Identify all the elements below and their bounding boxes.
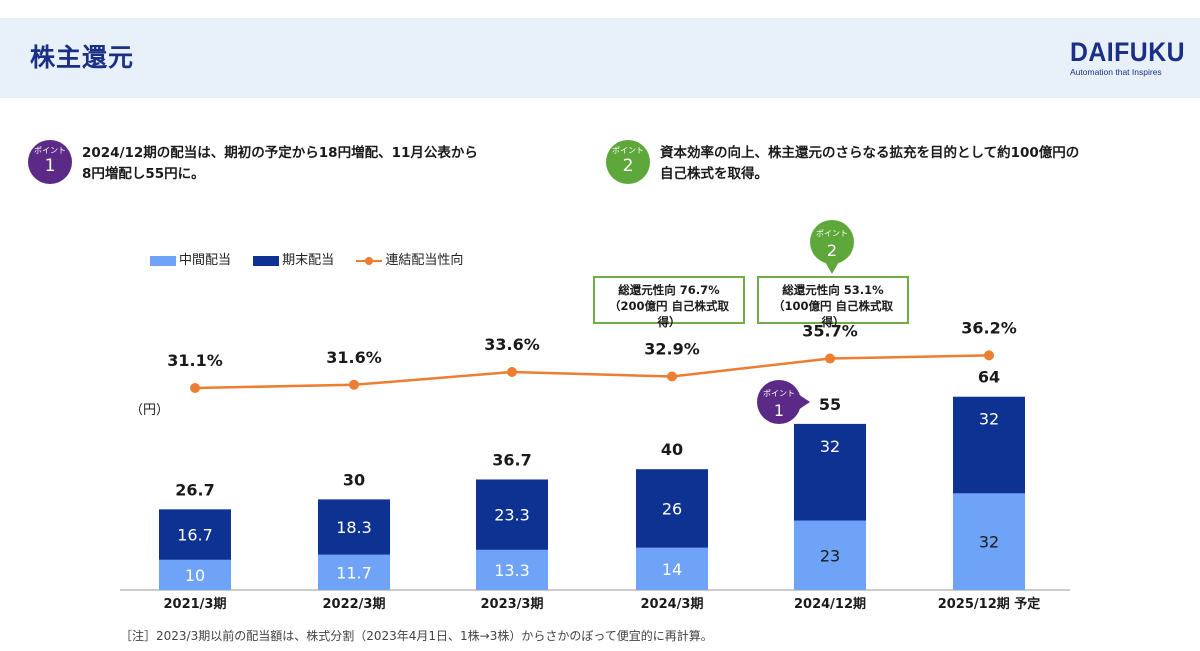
chart-point-2-circle [810,220,854,264]
point-2-badge-number: 2 [622,156,634,176]
label-final-2023-3: 23.3 [494,506,530,525]
payout-line-layer [190,350,994,393]
label-interim-2023-3: 13.3 [494,561,530,580]
legend-item-payout: 連結配当性向 [356,249,463,268]
label-interim-2022-3: 11.7 [336,563,372,582]
bar-final-2021-3 [159,509,231,560]
payout-point-2024-3 [667,371,677,382]
label-final-2025-12: 32 [979,410,999,429]
legend-swatch-interim [150,255,176,266]
unit-label: （円） [130,403,170,418]
bar-interim-2023-3 [476,549,548,590]
footnote: ［注］2023/3期以前の配当額は、株式分割（2023年4月1日、1株→3株）か… [120,629,713,643]
point-2-badge: ポイント 2 [606,140,650,184]
label-total-2024-12: 55 [819,395,841,414]
callout-2024-12-line2: （100億円 自己株式取得） [772,299,893,329]
payout-point-2025-12 [984,350,994,361]
legend-label-final: 期末配当 [282,253,335,268]
company-logo: DAIFUKU Automation that Inspires [1070,38,1185,77]
label-total-2023-3: 36.7 [492,450,531,469]
point-1-text: 2024/12期の配当は、期初の予定から18円増配、11月公表から 8円増配し5… [82,143,478,185]
payout-label-2024-3: 32.9% [644,339,700,358]
legend-swatch-final [253,255,280,266]
payout-line [194,354,990,390]
payout-point-2023-3 [507,367,517,377]
label-total-2024-3: 40 [661,440,683,459]
logo-tagline: Automation that Inspires [1070,67,1162,77]
point-1-badge-caption: ポイント [34,146,66,155]
bar-interim-2025-12 [953,493,1025,590]
payout-label-2021-3: 31.1% [167,351,223,370]
chart-point-2-badge: ポイント 2 [810,220,854,274]
point-1-badge-number: 1 [44,156,56,176]
point-1-text-line2: 8円増配し55円に。 [82,166,205,182]
bar-final-2023-3 [476,479,548,550]
chart-legend: 中間配当 期末配当 連結配当性向 [150,249,481,268]
chart-point-2-caption: ポイント [816,229,848,238]
bar-final-2024-3 [636,469,708,548]
payout-point-2022-3 [349,379,359,390]
page-title: 株主還元 [30,43,135,72]
chart-point-1-number: 1 [774,401,784,420]
chart-point-1-caption: ポイント [763,389,795,398]
category-label-2024-3: 2024/3期 [641,597,704,612]
label-interim-2021-3: 10 [185,566,205,585]
label-final-2022-3: 18.3 [336,518,372,537]
payout-point-2024-12 [825,353,835,364]
callout-2024-3-line2: （200億円 自己株式取得） [608,299,729,329]
category-label-2025-12: 2025/12期 予定 [938,596,1041,612]
payout-label-2022-3: 31.6% [326,348,382,367]
point-2-text: 資本効率の向上、株主還元のさらなる拡充を目的として約100億円の 自己株式を取得… [660,143,1079,185]
bar-final-2022-3 [318,499,390,555]
bars-layer [159,396,1025,590]
point-2-text-line1: 資本効率の向上、株主還元のさらなる拡充を目的として約100億円の [660,145,1080,161]
bar-interim-2022-3 [318,554,390,590]
labels-layer: 10 16.7 26.7 2021/3期 11.7 18.3 30 2022/3期 13.3 23… [164,318,1041,612]
bar-final-2025-12 [953,396,1025,494]
label-final-2024-3: 26 [662,499,682,518]
chart-point-1-pointer [798,394,810,410]
label-total-2025-12: 64 [978,368,1000,387]
label-total-2021-3: 26.7 [175,480,214,499]
bar-interim-2024-3 [636,547,708,590]
callout-2024-3: 総還元性向 76.7% （200億円 自己株式取得） [593,276,745,329]
point-1-text-line1: 2024/12期の配当は、期初の予定から18円増配、11月公表から [82,145,478,161]
callout-2024-12-line1: 総還元性向 53.1% [782,283,884,297]
header-band [0,18,1200,98]
chart-point-1-badge: ポイント 1 [757,380,810,424]
label-interim-2024-12: 23 [820,546,840,565]
point-1-badge: ポイント 1 [28,140,72,184]
payout-label-2025-12: 36.2% [961,318,1017,337]
category-label-2023-3: 2023/3期 [481,597,544,612]
label-total-2022-3: 30 [343,470,365,489]
bar-interim-2021-3 [159,559,231,590]
payout-point-2021-3 [190,383,200,393]
chart-point-2-pointer [824,260,840,274]
category-label-2022-3: 2022/3期 [323,597,386,612]
callout-2024-12: 総還元性向 53.1% （100億円 自己株式取得） [757,276,909,329]
legend-label-interim: 中間配当 [179,253,232,268]
payout-label-2023-3: 33.6% [484,335,540,354]
chart-point-1-circle [757,380,801,424]
label-interim-2025-12: 32 [979,533,999,552]
label-final-2024-12: 32 [820,437,840,456]
legend-item-final: 期末配当 [253,249,334,268]
category-label-2021-3: 2021/3期 [164,597,227,612]
legend-item-interim: 中間配当 [150,249,231,268]
category-label-2024-12: 2024/12期 [794,597,866,612]
bar-final-2024-12 [794,423,866,521]
callout-2024-3-line1: 総還元性向 76.7% [618,283,720,297]
point-2-badge-caption: ポイント [612,146,644,155]
legend-swatch-payout [356,254,383,268]
bar-interim-2024-12 [794,520,866,590]
label-interim-2024-3: 14 [662,560,682,579]
legend-label-payout: 連結配当性向 [385,253,464,268]
payout-label-2024-12: 35.7% [802,322,858,341]
label-final-2021-3: 16.7 [177,526,213,545]
chart-point-2-number: 2 [827,241,837,260]
point-2-text-line2: 自己株式を取得。 [660,166,768,182]
logo-text: DAIFUKU [1070,37,1185,67]
